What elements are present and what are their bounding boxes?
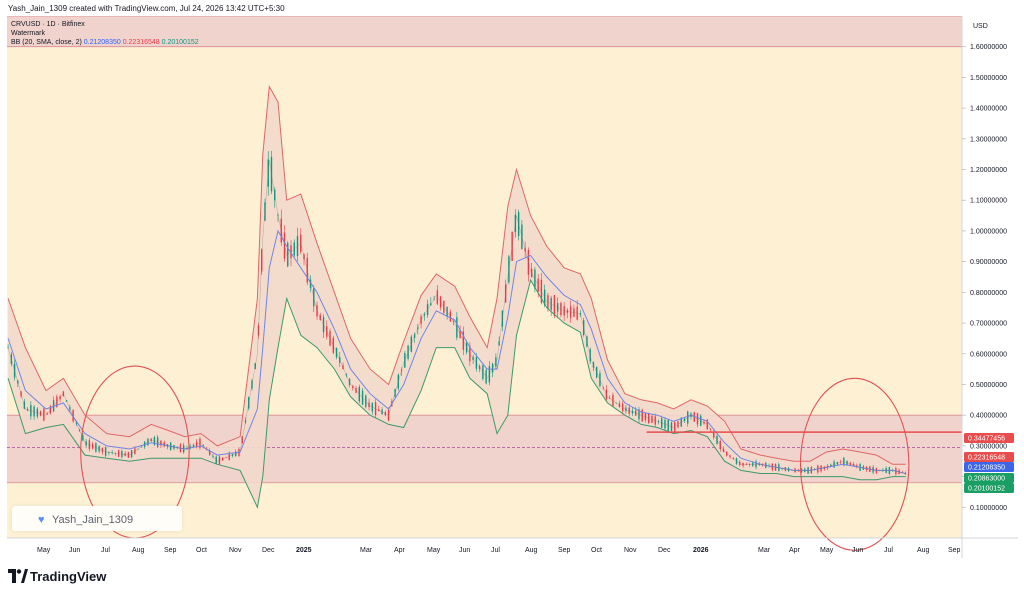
y-tick-label: 0.10000000 bbox=[970, 505, 1007, 512]
x-tick-label: Nov bbox=[229, 547, 242, 554]
candle-body bbox=[904, 473, 907, 474]
x-tick-label: May bbox=[37, 547, 51, 554]
y-tick-label: 1.10000000 bbox=[970, 198, 1007, 205]
x-tick-label: Apr bbox=[394, 547, 406, 554]
price-label-box bbox=[964, 473, 1014, 483]
x-tick-label: Nov bbox=[624, 547, 637, 554]
bb-upper-value: 0.22316548 bbox=[122, 39, 160, 46]
y-tick-label: 0.40000000 bbox=[970, 413, 1007, 420]
bollinger-band-fill bbox=[8, 86, 906, 508]
x-tick-label: Jun bbox=[852, 547, 863, 554]
y-tick-label: 1.60000000 bbox=[970, 44, 1007, 51]
tradingview-logo-icon bbox=[8, 569, 28, 583]
bb-upper-line bbox=[7, 84, 906, 465]
x-tick-label: Apr bbox=[789, 547, 801, 554]
y-tick-label: 0.70000000 bbox=[970, 321, 1007, 328]
x-tick-label: Jul bbox=[491, 547, 500, 554]
price-label-box bbox=[964, 433, 1014, 443]
y-tick-label: 1.30000000 bbox=[970, 136, 1007, 143]
x-tick-label: Sep bbox=[948, 547, 961, 554]
brand-name: TradingView bbox=[30, 569, 107, 584]
x-tick-label: 2026 bbox=[693, 547, 709, 554]
bb-prefix: BB (20, SMA, close, 2) bbox=[11, 39, 82, 46]
x-tick-label: Mar bbox=[360, 547, 373, 554]
price-label: 0.21208350 bbox=[968, 465, 1005, 472]
bb-lower-line bbox=[7, 278, 906, 509]
x-tick-label: Jul bbox=[101, 547, 110, 554]
x-tick-label: Oct bbox=[591, 547, 602, 554]
x-tick-label: Dec bbox=[658, 547, 671, 554]
price-label-box bbox=[964, 462, 1014, 472]
x-tick-label: Oct bbox=[196, 547, 207, 554]
x-tick-label: Aug bbox=[525, 547, 538, 554]
x-tick-label: May bbox=[820, 547, 834, 554]
price-label-box bbox=[964, 452, 1014, 462]
y-tick-label: 0.30000000 bbox=[970, 443, 1007, 450]
symbol-line[interactable]: CRVUSD · 1D · Bitfinex bbox=[11, 21, 85, 28]
price-chart[interactable]: 0.100000000.200000000.300000000.40000000… bbox=[7, 16, 1018, 558]
watermark-text: Yash_Jain_1309 bbox=[52, 514, 134, 526]
price-label: 0.22316548 bbox=[968, 455, 1005, 462]
price-label: 0.20100152 bbox=[968, 486, 1005, 493]
y-tick-label: 0.50000000 bbox=[970, 382, 1007, 389]
candle-body bbox=[745, 464, 747, 465]
watermark-line[interactable]: Watermark bbox=[11, 30, 45, 37]
price-label: 0.34477456 bbox=[968, 436, 1005, 443]
chart-caption: Yash_Jain_1309 created with TradingView.… bbox=[8, 4, 285, 13]
x-tick-label: Jul bbox=[884, 547, 893, 554]
y-tick-label: 1.20000000 bbox=[970, 167, 1007, 174]
x-tick-label: Jun bbox=[69, 547, 80, 554]
y-tick-label: 1.00000000 bbox=[970, 228, 1007, 235]
bb-mid-line bbox=[7, 229, 906, 474]
support-zone-1 bbox=[7, 16, 962, 47]
currency-label[interactable]: USD bbox=[973, 23, 988, 30]
x-tick-label: Sep bbox=[558, 547, 571, 554]
x-tick-label: Mar bbox=[758, 547, 771, 554]
watermark-box bbox=[12, 506, 182, 531]
y-tick-label: 1.40000000 bbox=[970, 106, 1007, 113]
x-tick-label: Aug bbox=[132, 547, 145, 554]
bb-line[interactable]: BB (20, SMA, close, 2) 0.21208350 0.2231… bbox=[11, 38, 199, 47]
x-tick-label: Sep bbox=[164, 547, 177, 554]
bb-lower-value: 0.20100152 bbox=[161, 39, 199, 46]
y-tick-label: 0.80000000 bbox=[970, 290, 1007, 297]
x-tick-label: Dec bbox=[262, 547, 275, 554]
close-line bbox=[7, 160, 906, 474]
chart-legend: CRVUSD · 1D · Bitfinex Watermark BB (20,… bbox=[11, 20, 199, 47]
x-tick-label: Jun bbox=[459, 547, 470, 554]
price-label: 0.20863000 bbox=[968, 476, 1005, 483]
x-tick-label: Aug bbox=[917, 547, 930, 554]
x-tick-label: 2025 bbox=[296, 547, 312, 554]
price-label-box bbox=[964, 483, 1014, 493]
highlight-circle-1 bbox=[799, 377, 910, 551]
bb-mid-value: 0.21208350 bbox=[83, 39, 121, 46]
x-tick-label: May bbox=[427, 547, 441, 554]
y-tick-label: 0.90000000 bbox=[970, 259, 1007, 266]
y-tick-label: 1.50000000 bbox=[970, 75, 1007, 82]
y-tick-label: 0.60000000 bbox=[970, 351, 1007, 358]
heart-icon: ♥ bbox=[38, 514, 45, 526]
